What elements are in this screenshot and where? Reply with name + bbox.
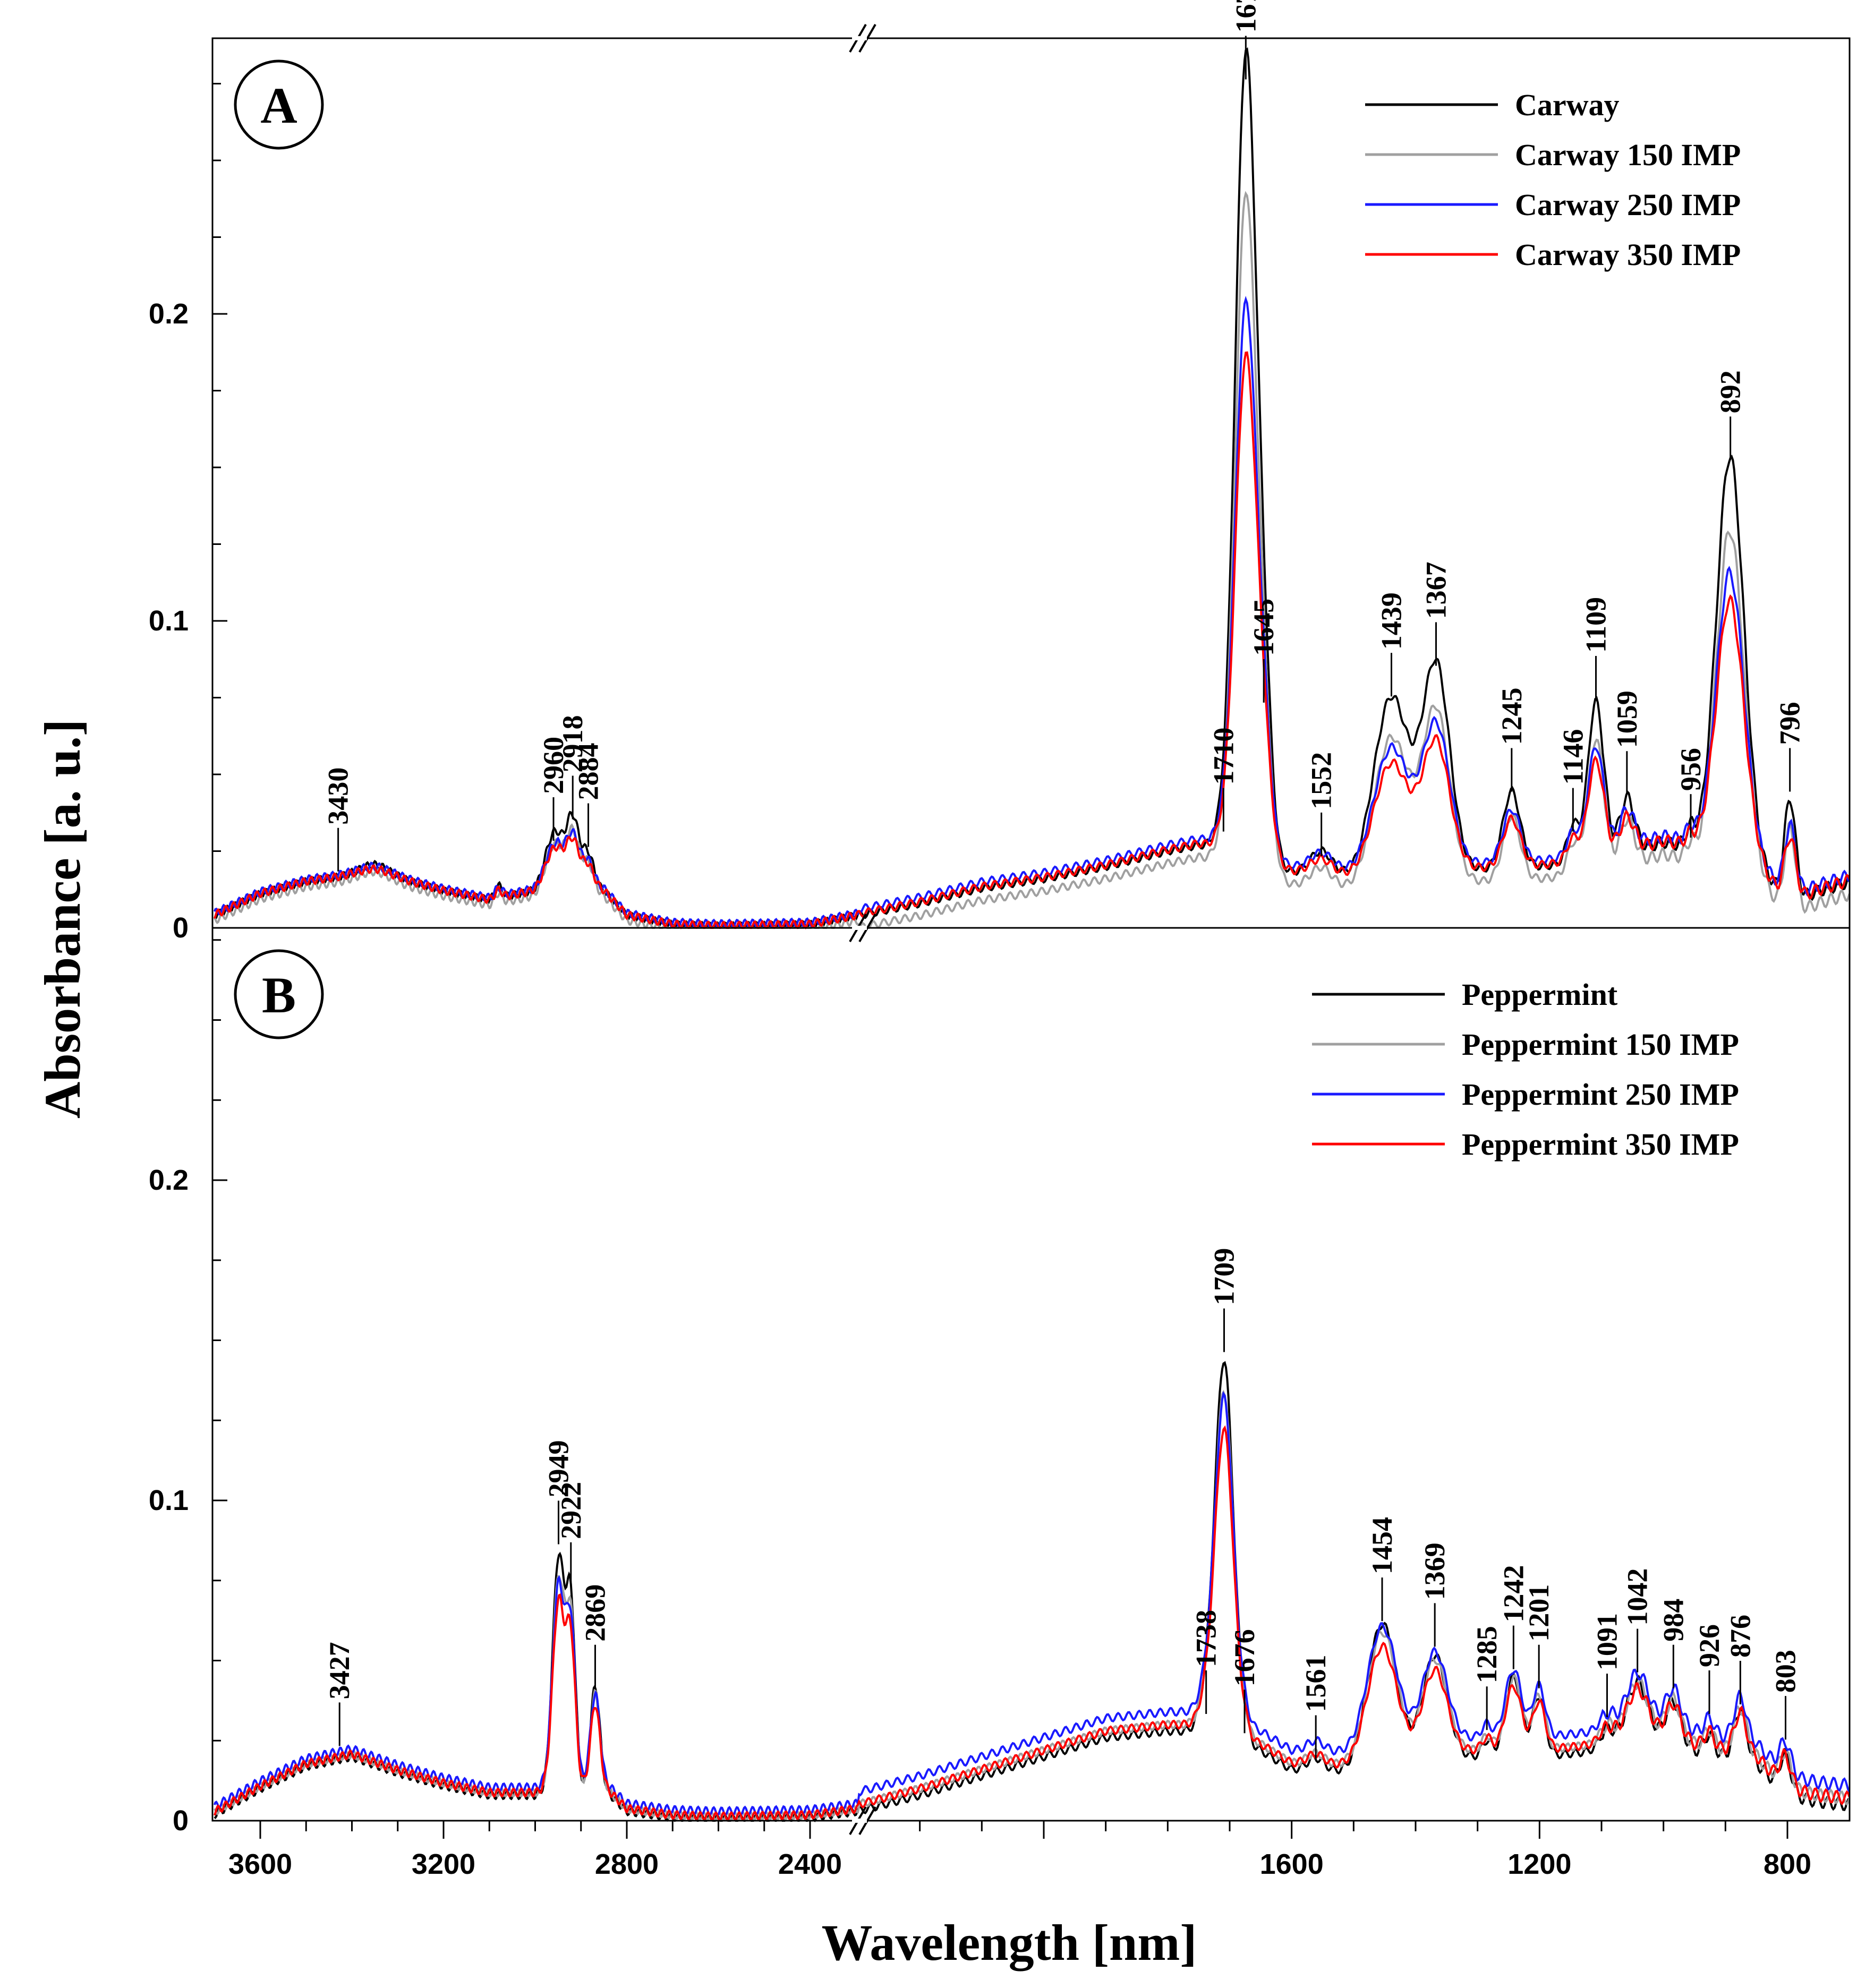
peak-label-a-1439: 1439 [1376,592,1408,650]
axis-break-mark [858,24,876,53]
peak-label-a-1674: 1674 [1230,0,1262,33]
y-tick-label-b: 0.1 [149,1484,189,1516]
legend-label-a-1: Carway 150 IMP [1515,138,1741,172]
x-tick-label: 3600 [228,1848,292,1880]
y-tick-label-a: 0.2 [149,298,189,330]
panel-badge-a [234,59,324,150]
panel-letter-b: B [262,967,296,1023]
series-line-b-3 [213,1425,1851,1822]
legend-label-b-1: Peppermint 150 IMP [1462,1027,1739,1062]
peak-label-b-1201: 1201 [1523,1584,1555,1642]
axis-break-gap [852,1819,867,1823]
peak-label-a-2918: 2918 [557,715,589,772]
y-tick-label-b: 0 [173,1805,189,1837]
series-line-b-1 [214,1389,1851,1822]
peak-label-b-984: 984 [1657,1599,1689,1642]
x-tick-label: 2400 [778,1848,842,1880]
peak-label-a-1552: 1552 [1306,752,1338,809]
legend-label-a-0: Carway [1515,88,1620,122]
x-tick-label: 2800 [595,1848,659,1880]
peak-label-a-796: 796 [1774,702,1806,745]
peak-label-b-1676: 1676 [1229,1629,1260,1686]
peak-label-a-892: 892 [1715,370,1747,413]
peak-label-a-1146: 1146 [1557,729,1589,785]
peak-label-b-1091: 1091 [1591,1613,1623,1670]
peak-label-a-2960: 2960 [538,737,569,794]
peak-label-a-1245: 1245 [1496,687,1528,745]
x-tick-label: 1600 [1260,1848,1324,1880]
series-line-a-3 [213,351,1851,929]
peak-label-a-1710: 1710 [1207,728,1239,785]
series-line-a-2 [213,295,1851,929]
axis-break-gap [852,926,867,930]
peak-label-a-1367: 1367 [1420,561,1452,619]
legend-label-b-0: Peppermint [1462,977,1618,1012]
peak-label-b-926: 926 [1693,1624,1725,1667]
peak-label-b-803: 803 [1770,1650,1802,1693]
peak-label-b-1454: 1454 [1366,1517,1398,1574]
y-axis-title: Absorbance [a. u.] [34,719,91,1119]
panel-badge-b [234,949,324,1039]
legend-label-a-3: Carway 350 IMP [1515,237,1741,272]
y-tick-label-a: 0 [173,912,189,944]
peak-label-b-2949: 2949 [542,1440,574,1497]
peak-label-b-1042: 1042 [1622,1568,1654,1626]
plot-frame [211,37,1851,1822]
peak-label-b-1709: 1709 [1208,1248,1240,1306]
peak-label-a-3430: 3430 [322,767,354,825]
peak-label-b-2869: 2869 [579,1584,611,1642]
peak-label-a-1059: 1059 [1611,690,1643,748]
x-axis-title: Wavelength [nm] [822,1914,1197,1971]
peak-label-a-1645: 1645 [1248,599,1280,656]
peak-label-b-876: 876 [1724,1615,1756,1658]
peak-label-b-1561: 1561 [1300,1654,1332,1712]
panel-letter-a: A [260,77,297,134]
x-tick-label: 1200 [1507,1848,1571,1880]
y-tick-label-a: 0.1 [149,605,189,637]
series-line-a-1 [214,191,1851,930]
peak-label-b-3427: 3427 [323,1642,355,1699]
peak-label-a-2884: 2884 [573,743,604,800]
peak-label-b-1242: 1242 [1497,1565,1529,1623]
peak-label-b-1285: 1285 [1471,1626,1503,1683]
legend-label-b-2: Peppermint 250 IMP [1462,1077,1739,1112]
y-tick-label-b: 0.2 [149,1164,189,1196]
x-tick-label: 3200 [412,1848,475,1880]
peak-label-b-2922: 2922 [555,1482,587,1539]
axis-break-mark [858,914,876,942]
x-tick-label: 800 [1764,1848,1811,1880]
frame-layer: A 0 0.1 0.2 B 0 0.1 0.2 3600 3200 2800 2400 1600 1200… [149,24,1851,1880]
peak-label-a-1109: 1109 [1580,597,1612,653]
axis-break-mark [858,1806,876,1835]
legend-label-b-3: Peppermint 350 IMP [1462,1127,1739,1162]
peak-label-a-956: 956 [1675,748,1707,791]
peak-label-b-1369: 1369 [1419,1542,1451,1600]
peak-label-b-1738: 1738 [1190,1610,1222,1667]
axis-break-gap [852,36,867,40]
legend-label-a-2: Carway 250 IMP [1515,187,1741,222]
